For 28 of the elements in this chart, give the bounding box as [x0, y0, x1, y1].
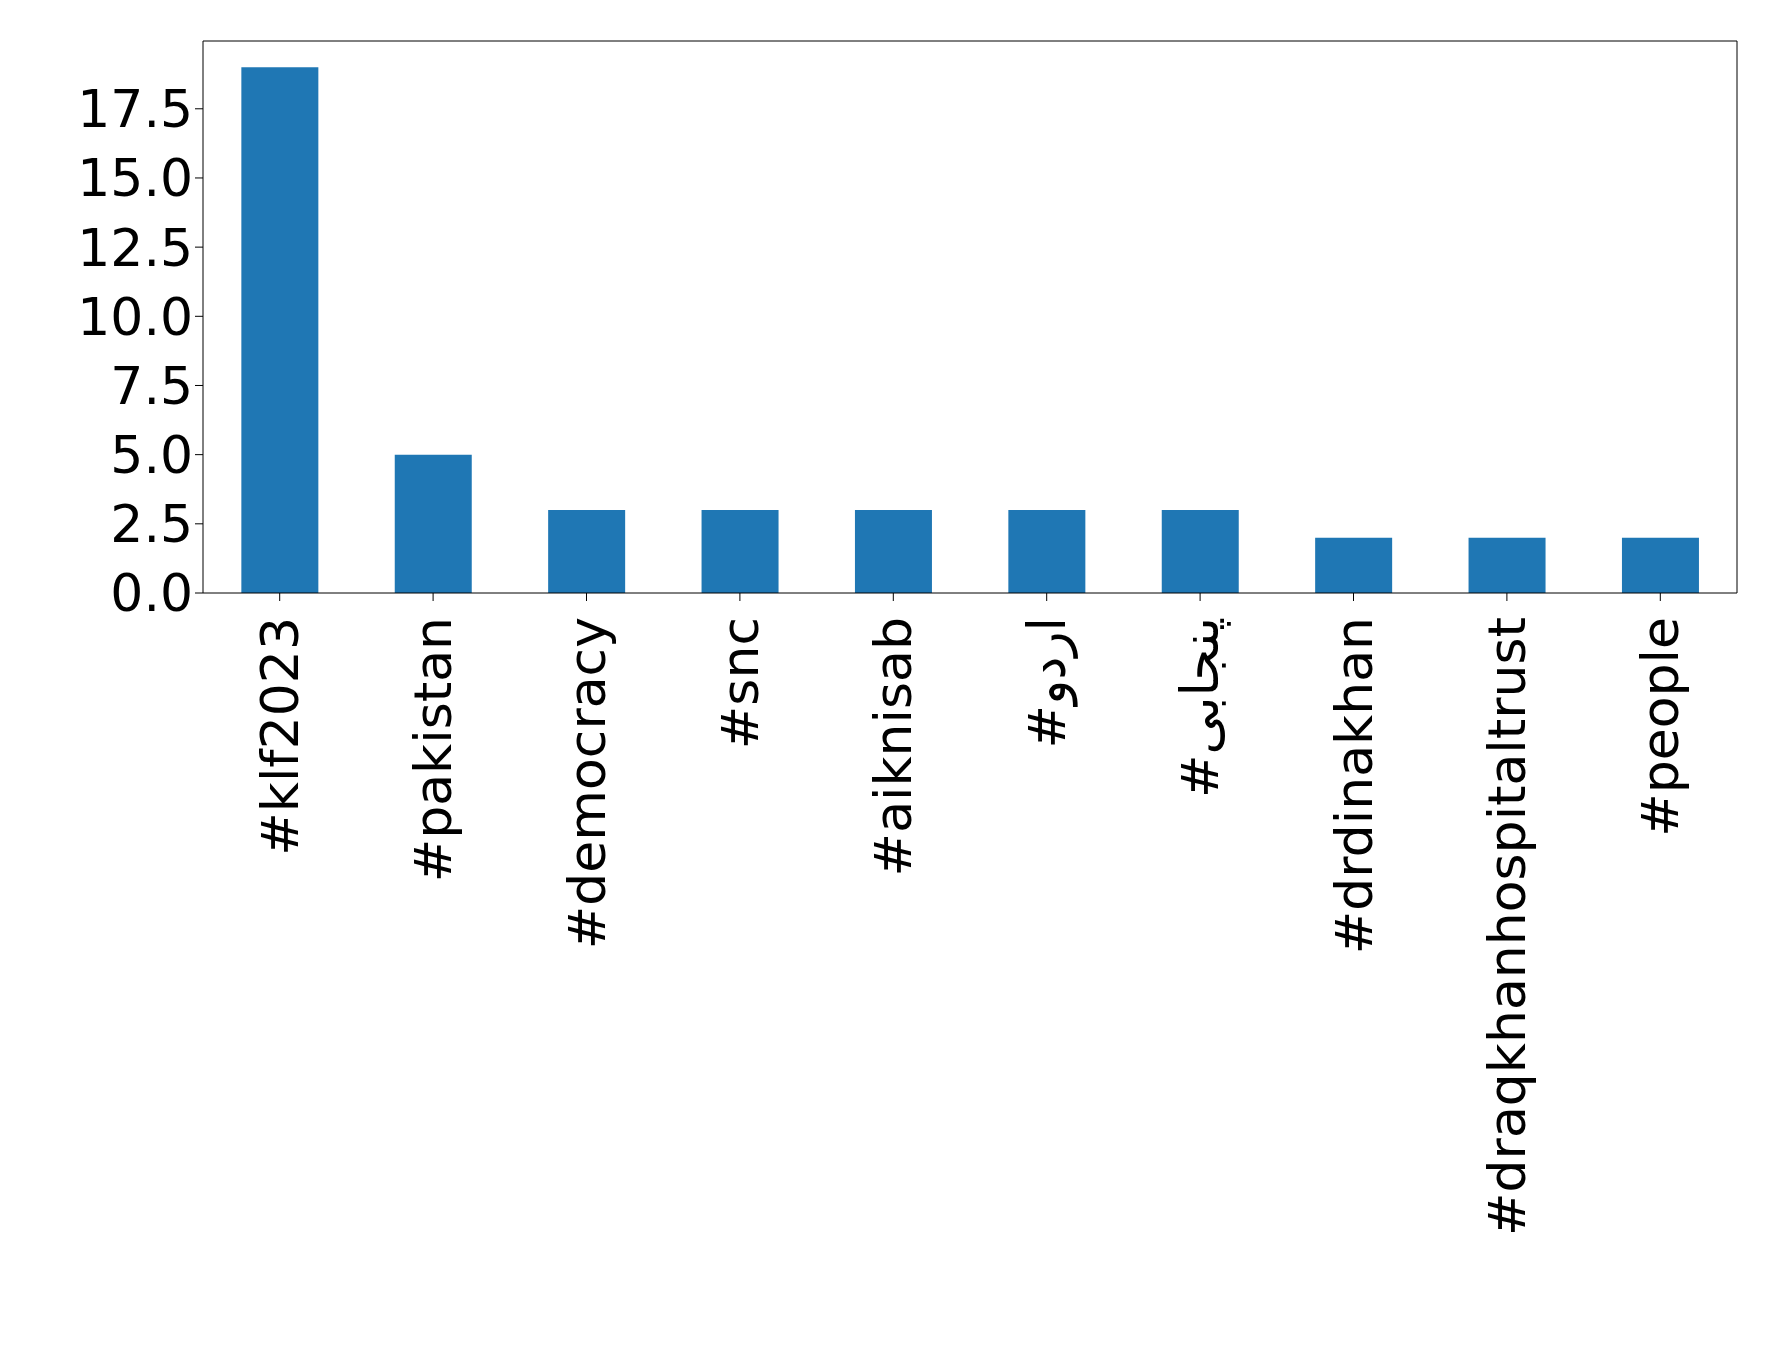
x-tick-label: #people — [1630, 617, 1691, 837]
y-tick-label: 12.5 — [77, 217, 193, 278]
bar — [701, 509, 779, 593]
x-tick-label: #drdinakhan — [1323, 617, 1384, 955]
bar — [1008, 509, 1086, 593]
bar — [241, 67, 319, 593]
bar — [1161, 509, 1239, 593]
x-tick-label: #aiknisab — [863, 617, 924, 877]
y-tick-label: 10.0 — [77, 286, 193, 347]
x-tick-label: #پنجابی — [1170, 617, 1232, 798]
y-tick-label: 7.5 — [110, 355, 193, 416]
bar — [548, 509, 626, 593]
bar — [394, 454, 472, 593]
x-tick-label: #klf2023 — [249, 617, 310, 856]
y-tick-label: 5.0 — [110, 425, 193, 486]
x-tick-label: #snc — [709, 617, 770, 750]
bar — [1468, 537, 1546, 593]
y-tick-label: 0.0 — [110, 563, 193, 624]
x-tick-label: #draqkhanhospitaltrust — [1476, 617, 1537, 1236]
x-tick-label: #pakistan — [403, 617, 464, 883]
bar — [1315, 537, 1393, 593]
bar — [854, 509, 932, 593]
x-tick-label: #اردو — [1016, 617, 1078, 749]
y-tick-label: 17.5 — [77, 79, 193, 140]
y-tick-label: 15.0 — [77, 148, 193, 209]
x-tick-label: #democracy — [556, 617, 617, 950]
bar — [1621, 537, 1699, 593]
y-tick-label: 2.5 — [110, 494, 193, 555]
